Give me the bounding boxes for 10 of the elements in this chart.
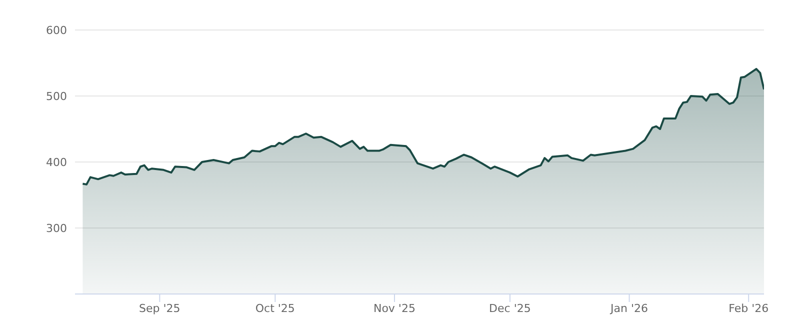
x-tick-label: Jan '26 — [610, 302, 648, 315]
y-tick-label: 500 — [46, 90, 67, 103]
x-tick-label: Dec '25 — [489, 302, 531, 315]
y-tick-label: 600 — [46, 24, 67, 37]
y-tick-label: 300 — [46, 222, 67, 235]
x-tick-label: Feb '26 — [728, 302, 769, 315]
x-tick-label: Nov '25 — [373, 302, 416, 315]
y-tick-label: 400 — [46, 156, 67, 169]
x-tick-label: Sep '25 — [139, 302, 180, 315]
x-tick-label: Oct '25 — [255, 302, 295, 315]
